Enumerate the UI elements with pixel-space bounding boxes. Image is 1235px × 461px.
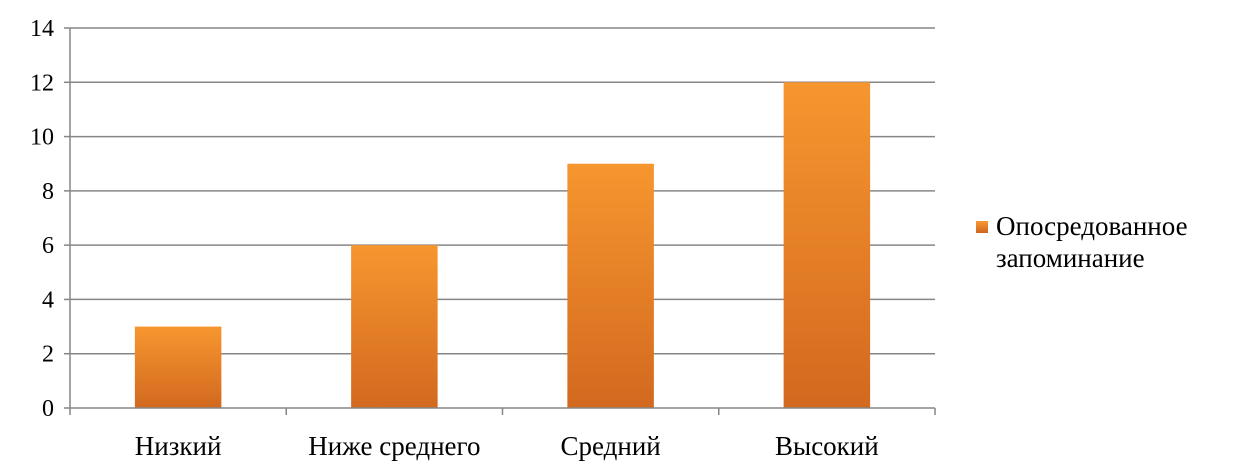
y-tick-label: 8 [42, 179, 54, 205]
x-tick-label: Средний [561, 431, 661, 461]
bar [351, 245, 438, 408]
y-tick-label: 14 [30, 16, 54, 42]
bars [134, 82, 871, 409]
axis-labels: 0 2 4 6 8 10 12 14 Низкий Ниже среднего Средний Выс… [30, 16, 879, 461]
bar [134, 326, 222, 408]
legend-swatch [976, 221, 988, 233]
x-tick-label: Высокий [775, 431, 879, 461]
x-tick-label: Низкий [135, 431, 222, 461]
y-tick-label: 10 [30, 125, 54, 151]
y-tick-label: 6 [42, 233, 54, 259]
y-tick-label: 4 [42, 287, 54, 313]
legend-label: Опосредованное запоминание [996, 211, 1188, 273]
x-tick-label: Ниже среднего [308, 431, 480, 461]
bar [567, 163, 654, 408]
gridlines [70, 27, 935, 355]
y-tick-label: 12 [30, 70, 54, 96]
axes [64, 27, 936, 415]
y-tick-label: 0 [42, 396, 54, 422]
y-tick-label: 2 [42, 342, 54, 368]
bar [783, 82, 871, 409]
